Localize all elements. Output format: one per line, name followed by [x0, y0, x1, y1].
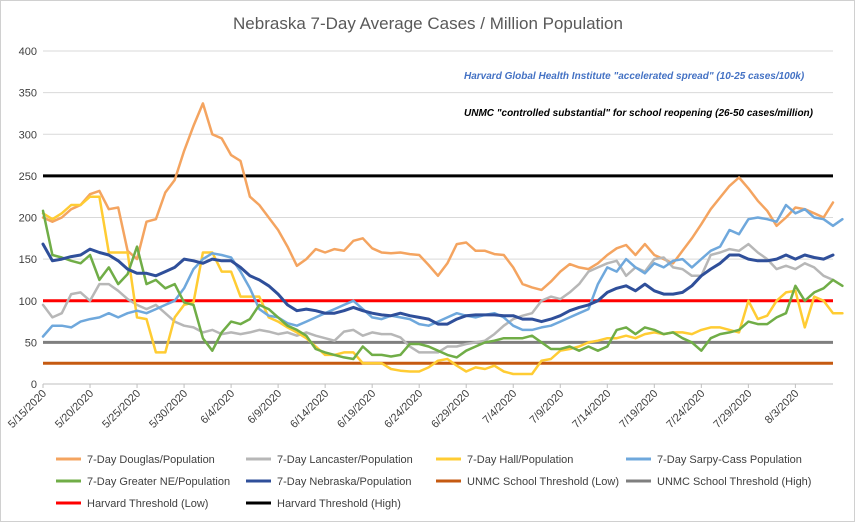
chart-title: Nebraska 7-Day Average Cases / Million P… [233, 14, 623, 33]
y-tick-label: 50 [25, 337, 37, 349]
x-tick-label: 6/9/2020 [245, 388, 284, 427]
x-tick-label: 5/20/2020 [53, 388, 96, 431]
y-tick-label: 300 [19, 129, 37, 141]
x-tick-label: 6/29/2020 [429, 388, 472, 431]
x-tick-label: 7/24/2020 [664, 388, 707, 431]
x-axis-ticks: 5/15/2020 5/20/2020 5/25/2020 5/30/2020 6/4/… [6, 384, 802, 431]
legend-label: UNMC School Threshold (High) [657, 476, 811, 488]
x-tick-label: 8/3/2020 [763, 388, 802, 427]
y-tick-label: 100 [19, 296, 37, 308]
series-line-7-day-nebraska-population [41, 242, 835, 326]
series-line-7-day-greater-ne-population [41, 209, 844, 361]
x-tick-label: 6/14/2020 [288, 388, 331, 431]
y-tick-label: 0 [31, 379, 37, 391]
x-tick-label: 7/14/2020 [570, 388, 613, 431]
y-tick-label: 150 [19, 254, 37, 266]
legend-label: 7-Day Lancaster/Population [277, 454, 413, 466]
x-tick-label: 7/29/2020 [711, 388, 754, 431]
legend-label: Harvard Threshold (High) [277, 498, 401, 510]
legend-label: 7-Day Nebraska/Population [277, 476, 412, 488]
series-line-7-day-sarpy-cass-population [41, 203, 844, 338]
x-tick-label: 5/25/2020 [100, 388, 143, 431]
x-tick-label: 7/9/2020 [528, 388, 567, 427]
y-tick-label: 250 [19, 171, 37, 183]
x-tick-label: 5/15/2020 [6, 388, 49, 431]
legend-label: UNMC School Threshold (Low) [467, 476, 619, 488]
x-tick-label: 6/24/2020 [382, 388, 425, 431]
y-tick-label: 400 [19, 46, 37, 58]
x-tick-label: 6/19/2020 [335, 388, 378, 431]
x-tick-label: 5/30/2020 [147, 388, 190, 431]
legend-label: 7-Day Greater NE/Population [87, 476, 230, 488]
series-line-7-day-hall-population [41, 195, 844, 376]
legend: 7-Day Douglas/Population 7-Day Lancaster/… [56, 454, 811, 510]
series-line-7-day-douglas-population [41, 102, 835, 292]
legend-label: 7-Day Hall/Population [467, 454, 573, 466]
x-tick-label: 6/4/2020 [198, 388, 237, 427]
legend-label: 7-Day Douglas/Population [87, 454, 215, 466]
legend-label: 7-Day Sarpy-Cass Population [657, 454, 802, 466]
annotation-unmc: UNMC "controlled substantial" for school… [464, 108, 814, 119]
y-axis-ticks: 0 50 100 150 200 250 300 350 400 [19, 46, 37, 391]
y-tick-label: 200 [19, 213, 37, 225]
y-tick-label: 350 [19, 88, 37, 100]
x-tick-label: 7/4/2020 [481, 388, 520, 427]
x-tick-label: 7/19/2020 [617, 388, 660, 431]
gridlines [43, 50, 833, 385]
annotation-harvard: Harvard Global Health Institute "acceler… [464, 71, 805, 82]
series-lines [41, 102, 844, 376]
legend-label: Harvard Threshold (Low) [87, 498, 208, 510]
